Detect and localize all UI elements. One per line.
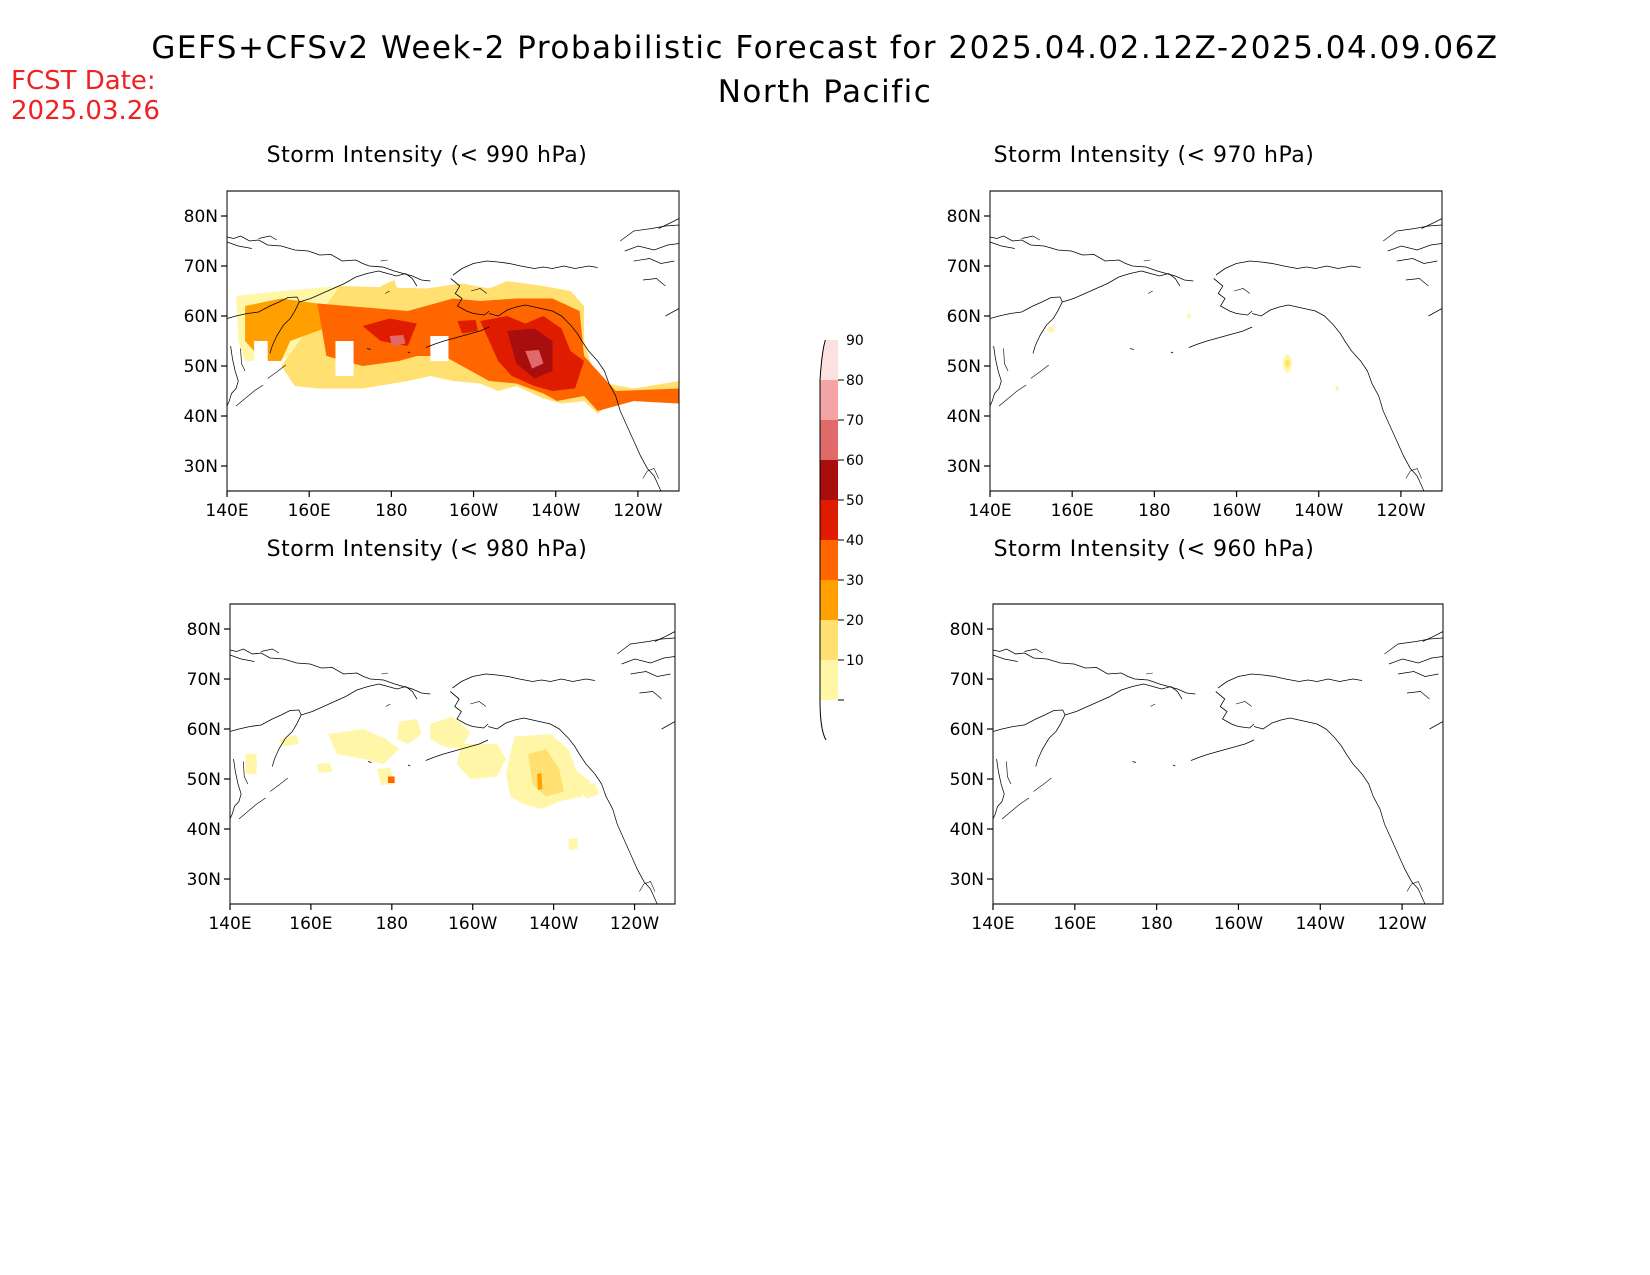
fcst-date-caption: FCST Date: bbox=[11, 66, 156, 96]
colorbar-swatch-10 bbox=[820, 660, 838, 700]
forecast-date-label: FCST Date: 2025.03.26 bbox=[11, 66, 160, 126]
fcst-date-value: 2025.03.26 bbox=[11, 96, 160, 126]
lon-label-980: 160E bbox=[289, 914, 332, 934]
lat-label-980: 50N bbox=[187, 770, 221, 790]
lat-label-960: 60N bbox=[950, 720, 984, 740]
axes-layer: 80N 70N 60N 50N 40N 30N 140E 160E 180 160W 140W 120… bbox=[184, 207, 1427, 934]
lat-label-960: 30N bbox=[950, 870, 984, 890]
region-subtitle: North Pacific bbox=[717, 74, 933, 110]
lat-label-960: 50N bbox=[950, 770, 984, 790]
lat-label-960: 80N bbox=[950, 620, 984, 640]
colorbar-swatch-60 bbox=[820, 460, 838, 500]
probability-field-990 bbox=[236, 280, 679, 414]
colorbar-label-10: 10 bbox=[846, 653, 864, 669]
panel-title-960: Storm Intensity (< 960 hPa) bbox=[993, 537, 1315, 562]
lat-label-980: 30N bbox=[187, 870, 221, 890]
probability-field-970 bbox=[1047, 313, 1339, 391]
map-panel-970 bbox=[989, 190, 1443, 492]
colorbar-label-40: 40 bbox=[846, 533, 864, 549]
lat-label-970: 30N bbox=[947, 457, 981, 477]
lon-label-990: 160E bbox=[288, 501, 331, 521]
lat-label-960: 40N bbox=[950, 820, 984, 840]
map-panel-960 bbox=[992, 603, 1444, 905]
colorbar: 90 80 70 60 50 40 30 20 10 bbox=[819, 333, 864, 741]
lat-label-990: 60N bbox=[184, 307, 218, 327]
colorbar-label-60: 60 bbox=[846, 453, 864, 469]
lat-label-970: 60N bbox=[947, 307, 981, 327]
lat-label-990: 40N bbox=[184, 407, 218, 427]
lon-label-960: 140E bbox=[971, 914, 1014, 934]
lon-label-990: 180 bbox=[375, 501, 407, 521]
colorbar-swatch-90 bbox=[820, 340, 838, 380]
lon-label-970: 160W bbox=[1212, 501, 1261, 521]
lat-label-990: 70N bbox=[184, 257, 218, 277]
colorbar-label-70: 70 bbox=[846, 413, 864, 429]
panel-title-980: Storm Intensity (< 980 hPa) bbox=[266, 537, 588, 562]
lon-label-980: 180 bbox=[376, 914, 408, 934]
lon-label-990: 140W bbox=[531, 501, 580, 521]
lat-label-970: 50N bbox=[947, 357, 981, 377]
lon-label-970: 140W bbox=[1294, 501, 1343, 521]
probability-field-980 bbox=[245, 716, 600, 850]
lon-label-970: 160E bbox=[1051, 501, 1094, 521]
lon-label-970: 180 bbox=[1138, 501, 1170, 521]
lon-label-960: 180 bbox=[1140, 914, 1172, 934]
colorbar-label-20: 20 bbox=[846, 613, 864, 629]
lat-label-970: 70N bbox=[947, 257, 981, 277]
colorbar-swatch-50 bbox=[820, 500, 838, 540]
lat-label-970: 80N bbox=[947, 207, 981, 227]
lon-label-970: 120W bbox=[1376, 501, 1425, 521]
colorbar-label-30: 30 bbox=[846, 573, 864, 589]
lon-label-990: 140E bbox=[205, 501, 248, 521]
colorbar-swatch-80 bbox=[820, 380, 838, 420]
lon-label-960: 120W bbox=[1377, 914, 1426, 934]
colorbar-label-90: 90 bbox=[846, 333, 864, 349]
panel-title-970: Storm Intensity (< 970 hPa) bbox=[993, 143, 1315, 168]
map-panel-980 bbox=[229, 603, 676, 905]
map-panel-990 bbox=[226, 190, 680, 492]
lat-label-980: 70N bbox=[187, 670, 221, 690]
colorbar-label-50: 50 bbox=[846, 493, 864, 509]
lon-label-970: 140E bbox=[968, 501, 1011, 521]
colorbar-swatch-20 bbox=[820, 620, 838, 660]
lat-label-980: 60N bbox=[187, 720, 221, 740]
lon-label-980: 160W bbox=[448, 914, 497, 934]
lat-label-980: 40N bbox=[187, 820, 221, 840]
lon-label-960: 160W bbox=[1214, 914, 1263, 934]
lon-label-960: 160E bbox=[1053, 914, 1096, 934]
lat-label-990: 50N bbox=[184, 357, 218, 377]
lat-label-960: 70N bbox=[950, 670, 984, 690]
colorbar-swatch-40 bbox=[820, 540, 838, 580]
panel-title-990: Storm Intensity (< 990 hPa) bbox=[266, 143, 588, 168]
colorbar-swatch-30 bbox=[820, 580, 838, 620]
lon-label-980: 140E bbox=[208, 914, 251, 934]
lon-label-980: 140W bbox=[529, 914, 578, 934]
lat-label-980: 80N bbox=[187, 620, 221, 640]
lon-label-980: 120W bbox=[610, 914, 659, 934]
lon-label-990: 120W bbox=[613, 501, 662, 521]
main-title: GEFS+CFSv2 Week-2 Probabilistic Forecast… bbox=[151, 30, 1499, 66]
colorbar-outline bbox=[819, 339, 827, 741]
lat-label-990: 80N bbox=[184, 207, 218, 227]
colorbar-label-80: 80 bbox=[846, 373, 864, 389]
lon-label-960: 140W bbox=[1296, 914, 1345, 934]
lat-label-990: 30N bbox=[184, 457, 218, 477]
lat-label-970: 40N bbox=[947, 407, 981, 427]
colorbar-swatch-70 bbox=[820, 420, 838, 460]
lon-label-990: 160W bbox=[449, 501, 498, 521]
